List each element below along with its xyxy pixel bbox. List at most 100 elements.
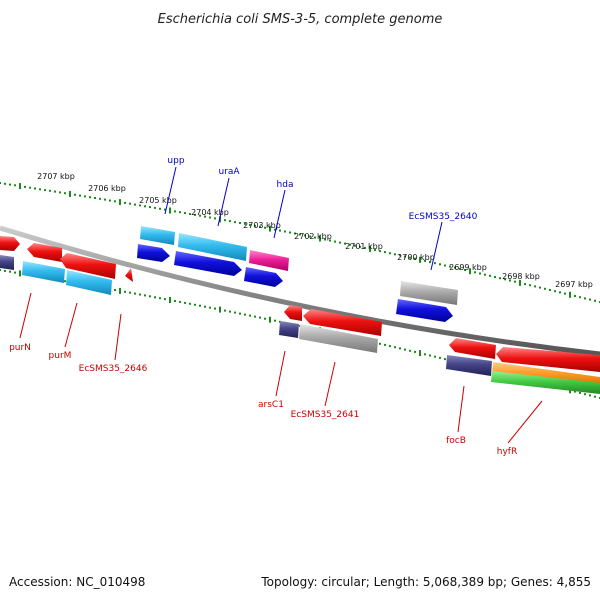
minor-tick bbox=[434, 355, 436, 358]
gene-label[interactable]: focB bbox=[446, 436, 466, 446]
tick-label: 2706 kbp bbox=[88, 184, 126, 193]
major-tick bbox=[319, 235, 321, 242]
minor-tick bbox=[204, 215, 206, 218]
gene-feature[interactable] bbox=[279, 321, 299, 338]
minor-tick bbox=[374, 249, 376, 251]
minor-tick bbox=[439, 263, 441, 266]
gene-feature[interactable] bbox=[66, 270, 112, 295]
gene-label[interactable]: hda bbox=[277, 180, 294, 190]
major-tick bbox=[269, 225, 271, 232]
gene-feature[interactable] bbox=[0, 236, 20, 251]
minor-tick bbox=[459, 267, 461, 270]
gene-feature[interactable] bbox=[174, 251, 242, 276]
minor-tick bbox=[274, 228, 276, 231]
minor-tick bbox=[29, 186, 31, 189]
minor-tick bbox=[524, 283, 526, 286]
gene-feature[interactable] bbox=[491, 371, 600, 394]
gene-feature[interactable] bbox=[303, 309, 382, 336]
gene-feature[interactable] bbox=[125, 268, 133, 282]
gene-feature[interactable] bbox=[0, 255, 14, 270]
major-tick bbox=[19, 183, 21, 190]
minor-tick bbox=[409, 349, 411, 352]
major-tick bbox=[119, 287, 121, 294]
minor-tick bbox=[254, 224, 256, 227]
scale-tick-labels: 2707 kbp 2706 kbp 2705 kbp 2704 kbp 2703… bbox=[37, 172, 593, 289]
minor-tick bbox=[229, 220, 231, 223]
gene-feature[interactable] bbox=[446, 355, 492, 376]
minor-tick bbox=[139, 204, 141, 207]
minor-tick bbox=[199, 304, 201, 307]
gene-label[interactable]: EcSMS35_2640 bbox=[409, 212, 478, 222]
minor-tick bbox=[54, 190, 56, 193]
minor-tick bbox=[404, 255, 406, 258]
minor-tick bbox=[164, 298, 166, 301]
tick-label: 2698 kbp bbox=[502, 272, 540, 281]
minor-tick bbox=[184, 301, 186, 304]
minor-tick bbox=[214, 307, 216, 310]
minor-tick bbox=[209, 306, 211, 309]
gene-label[interactable]: EcSMS35_2646 bbox=[79, 364, 148, 374]
minor-tick bbox=[594, 395, 596, 398]
gene-label[interactable]: hyfR bbox=[497, 447, 517, 457]
minor-tick bbox=[244, 313, 246, 316]
minor-tick bbox=[234, 311, 236, 314]
gene-feature[interactable] bbox=[400, 281, 458, 305]
gene-feature[interactable] bbox=[249, 250, 289, 271]
gene-feature[interactable] bbox=[27, 243, 62, 262]
gene-label[interactable]: upp bbox=[167, 156, 184, 166]
gene-label[interactable]: EcSMS35_2641 bbox=[291, 410, 360, 420]
minor-tick bbox=[534, 285, 536, 288]
leader-line bbox=[164, 166, 177, 215]
major-tick bbox=[519, 279, 521, 286]
minor-tick bbox=[344, 242, 346, 245]
minor-tick bbox=[14, 184, 16, 187]
minor-tick bbox=[199, 214, 201, 217]
minor-tick bbox=[549, 289, 551, 291]
gene-label[interactable]: purN bbox=[9, 343, 31, 353]
minor-tick bbox=[44, 189, 46, 192]
gene-feature[interactable] bbox=[284, 305, 302, 321]
minor-tick bbox=[414, 257, 416, 260]
minor-tick bbox=[204, 305, 206, 308]
minor-tick bbox=[9, 270, 11, 273]
tick-label: 2707 kbp bbox=[37, 172, 75, 181]
top-gene-labels: upp uraA hda EcSMS35_2640 bbox=[167, 156, 477, 222]
minor-tick bbox=[354, 244, 356, 247]
minor-tick bbox=[454, 266, 456, 269]
gene-feature[interactable] bbox=[449, 338, 496, 359]
bottom-label-leaders bbox=[19, 292, 543, 444]
major-tick bbox=[219, 306, 221, 313]
minor-tick bbox=[274, 319, 276, 322]
gene-label[interactable]: arsC1 bbox=[258, 400, 284, 410]
minor-tick bbox=[194, 213, 196, 216]
gene-feature[interactable] bbox=[244, 267, 283, 287]
minor-tick bbox=[584, 393, 586, 396]
minor-tick bbox=[159, 297, 161, 300]
minor-tick bbox=[104, 198, 106, 201]
gene-feature[interactable] bbox=[396, 299, 453, 322]
map-title: Escherichia coli SMS-3-5, complete genom… bbox=[158, 12, 443, 27]
minor-tick bbox=[359, 245, 361, 248]
minor-tick bbox=[594, 299, 596, 302]
minor-tick bbox=[14, 271, 16, 274]
minor-tick bbox=[179, 211, 181, 214]
minor-tick bbox=[134, 203, 136, 206]
minor-tick bbox=[544, 287, 546, 290]
gene-label[interactable]: purM bbox=[49, 351, 72, 361]
tick-label: 2704 kbp bbox=[191, 208, 229, 217]
minor-tick bbox=[4, 182, 6, 185]
minor-tick bbox=[379, 250, 381, 253]
minor-tick bbox=[299, 233, 301, 236]
gene-feature[interactable] bbox=[178, 233, 247, 261]
gene-feature[interactable] bbox=[299, 324, 378, 353]
gene-label[interactable]: uraA bbox=[218, 167, 240, 177]
gene-feature[interactable] bbox=[140, 226, 175, 245]
gene-feature[interactable] bbox=[60, 253, 116, 279]
minor-tick bbox=[174, 210, 176, 213]
gene-feature[interactable] bbox=[496, 347, 600, 372]
gene-feature[interactable] bbox=[137, 244, 170, 262]
gene-feature[interactable] bbox=[22, 261, 65, 283]
scale-ticks-top bbox=[0, 182, 600, 303]
minor-tick bbox=[509, 279, 511, 282]
